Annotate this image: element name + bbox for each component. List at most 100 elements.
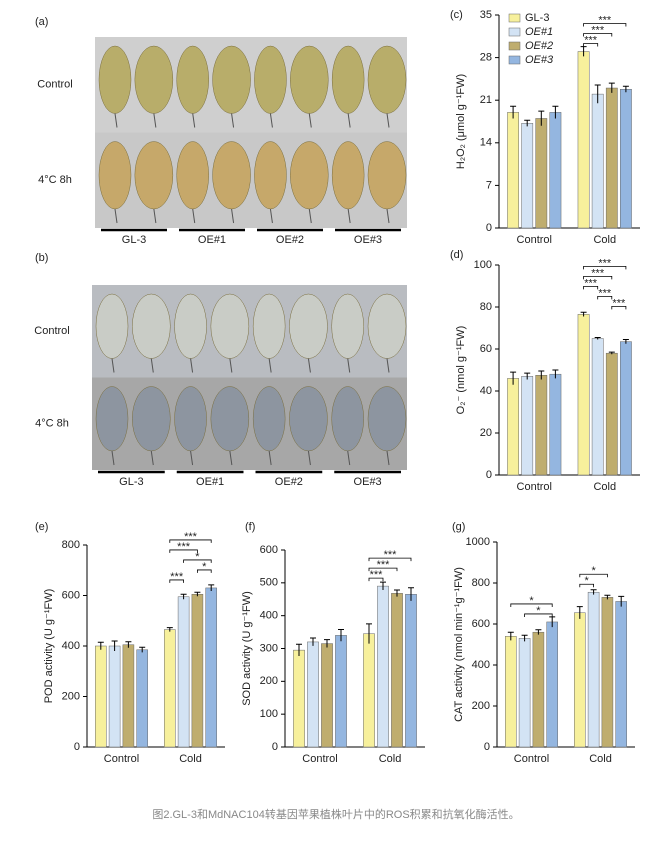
row-label: Control — [37, 79, 72, 91]
y-tick-label: 100 — [260, 708, 278, 720]
leaf — [290, 45, 329, 114]
bar — [620, 341, 632, 476]
leaf-stem — [386, 113, 390, 128]
y-tick-label: 40 — [480, 385, 492, 397]
leaf-stem — [347, 450, 351, 466]
bar — [601, 597, 614, 748]
leaf — [252, 386, 286, 452]
significance-bracket — [368, 577, 384, 582]
leaf — [134, 141, 174, 210]
bar — [521, 123, 534, 229]
panel-label: (e) — [35, 521, 48, 533]
bar — [505, 636, 517, 748]
leaf — [254, 141, 287, 210]
leaf — [289, 293, 328, 359]
leaf — [174, 293, 207, 359]
significance-bracket — [368, 557, 412, 562]
x-tick-label: Control — [104, 753, 139, 765]
legend-label: GL-3 — [525, 12, 549, 24]
significance-bracket — [597, 295, 613, 300]
significance-label: *** — [591, 24, 605, 36]
leaf — [176, 45, 209, 114]
y-tick-label: 7 — [486, 179, 492, 191]
significance-label: *** — [370, 569, 384, 581]
error-bar — [594, 84, 601, 104]
error-bar — [524, 119, 531, 127]
error-bar — [166, 627, 173, 632]
leaf — [212, 141, 251, 210]
leaf-stem — [231, 208, 235, 224]
error-bar — [538, 370, 545, 380]
x-tick-label: Cold — [589, 753, 612, 765]
error-bar — [552, 105, 559, 119]
bar — [108, 645, 121, 748]
group-label: GL-3 — [122, 234, 146, 246]
error-bar — [608, 351, 615, 355]
significance-label: *** — [591, 267, 605, 279]
x-tick-label: Cold — [593, 481, 616, 493]
leaf-stem — [308, 208, 312, 224]
x-tick-label: Cold — [593, 234, 616, 246]
bar — [95, 645, 107, 748]
leaf-stem — [307, 358, 311, 373]
significance-label: *** — [584, 34, 598, 46]
bar — [391, 593, 403, 748]
group-label: OE#2 — [275, 476, 303, 488]
leaf-stem — [190, 450, 194, 466]
significance-label: * — [536, 605, 541, 617]
bar — [122, 644, 135, 748]
y-tick-label: 300 — [260, 642, 278, 654]
leaf — [290, 141, 329, 210]
leaf-stem — [231, 113, 235, 128]
significance-label: * — [529, 595, 534, 607]
bar — [521, 376, 534, 476]
x-tick-label: Cold — [179, 753, 202, 765]
leaf — [254, 45, 287, 114]
row-label: Control — [34, 325, 69, 337]
significance-bracket — [583, 33, 613, 37]
leaf-stem — [190, 358, 194, 373]
leaf — [331, 45, 365, 114]
leaf-stem — [269, 208, 273, 224]
x-tick-label: Control — [514, 753, 549, 765]
y-tick-label: 800 — [472, 577, 490, 589]
y-tick-label: 400 — [62, 640, 80, 652]
leaf — [331, 293, 364, 359]
significance-bracket — [583, 23, 627, 27]
leaf-stem — [307, 450, 311, 466]
y-tick-label: 60 — [480, 343, 492, 355]
leaf — [367, 293, 407, 359]
significance-bracket — [583, 43, 599, 47]
leaf — [212, 45, 251, 114]
leaf — [367, 141, 407, 210]
error-bar — [194, 591, 201, 597]
y-axis-label: O₂⁻ (nmol g⁻¹FW) — [455, 326, 467, 415]
y-tick-label: 600 — [472, 618, 490, 630]
y-tick-label: 600 — [62, 589, 80, 601]
bar — [191, 593, 204, 748]
leaf-stem — [111, 450, 115, 466]
error-bar — [580, 46, 587, 57]
leaf-stem — [111, 358, 115, 373]
bar — [605, 87, 618, 229]
error-bar — [111, 640, 118, 652]
leaf-stem — [347, 113, 351, 128]
bar — [615, 601, 627, 748]
significance-bracket — [583, 285, 599, 290]
y-tick-label: 200 — [472, 700, 490, 712]
significance-label: *** — [184, 531, 198, 543]
error-bar — [535, 629, 542, 635]
error-bar — [208, 584, 215, 591]
bar — [518, 638, 531, 748]
leaf-stem — [114, 208, 118, 224]
x-tick-label: Cold — [379, 753, 402, 765]
leaf-stem — [386, 358, 390, 373]
significance-bracket — [510, 603, 553, 607]
bar — [293, 649, 305, 748]
legend-swatch — [508, 55, 521, 65]
group-label: GL-3 — [119, 476, 143, 488]
significance-label: *** — [598, 287, 612, 299]
legend-label: OE#2 — [525, 40, 553, 52]
y-tick-label: 21 — [480, 94, 492, 106]
significance-label: *** — [598, 257, 612, 269]
